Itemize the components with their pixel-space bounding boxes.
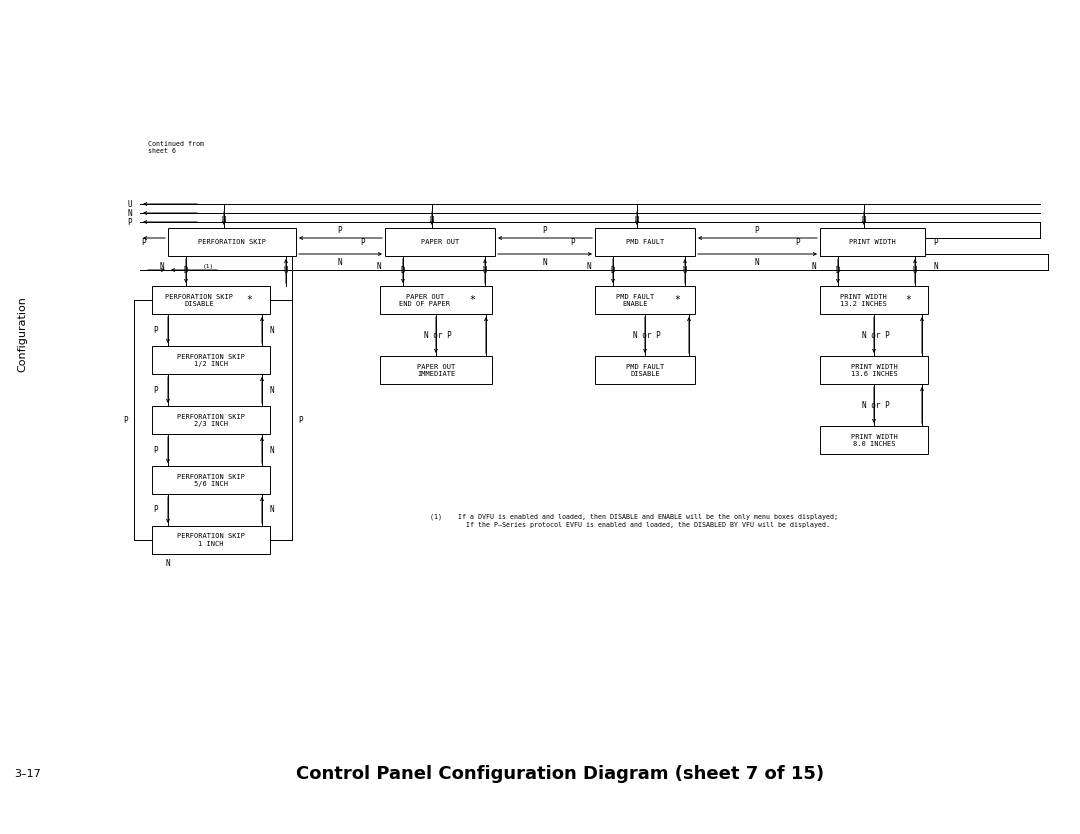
Text: P: P	[141, 238, 146, 247]
Text: P: P	[127, 218, 132, 227]
Text: PERFORATION SKIP
1/2 INCH: PERFORATION SKIP 1/2 INCH	[177, 354, 245, 366]
Text: PRINT WIDTH
8.0 INCHES: PRINT WIDTH 8.0 INCHES	[851, 434, 897, 446]
Text: N: N	[270, 325, 274, 334]
Text: D: D	[610, 265, 616, 274]
Text: PRINT WIDTH: PRINT WIDTH	[849, 239, 896, 245]
Text: N: N	[270, 445, 274, 455]
Text: P: P	[298, 415, 302, 425]
Text: P: P	[153, 445, 158, 455]
Text: PERFORATION SKIP
2/3 INCH: PERFORATION SKIP 2/3 INCH	[177, 414, 245, 426]
Bar	[820, 286, 928, 314]
Text: *: *	[469, 295, 475, 305]
Text: P: P	[338, 225, 342, 234]
Bar	[152, 346, 270, 374]
Text: PERFORATION SKIP
5/6 INCH: PERFORATION SKIP 5/6 INCH	[177, 474, 245, 486]
Text: N: N	[127, 208, 132, 218]
Text: N: N	[165, 560, 171, 569]
Text: U: U	[430, 215, 434, 224]
Text: *: *	[246, 295, 252, 305]
Bar	[152, 526, 270, 554]
Bar	[820, 228, 924, 256]
Text: D: D	[184, 265, 188, 274]
Text: U: U	[683, 265, 687, 274]
Text: N: N	[933, 262, 937, 270]
Text: U: U	[221, 215, 227, 224]
Text: U: U	[127, 199, 132, 208]
Text: P: P	[570, 238, 575, 247]
Bar	[380, 356, 492, 384]
Bar	[380, 286, 492, 314]
Text: PERFORATION SKIP
DISABLE: PERFORATION SKIP DISABLE	[165, 294, 233, 307]
Text: P: P	[153, 325, 158, 334]
Text: Configuration: Configuration	[17, 296, 27, 372]
Text: *: *	[674, 295, 680, 305]
Text: N: N	[377, 262, 381, 270]
Text: N or P: N or P	[862, 330, 890, 339]
Bar	[820, 426, 928, 454]
Text: N: N	[755, 258, 759, 267]
Bar	[168, 228, 296, 256]
Text: N: N	[160, 262, 164, 270]
Text: PRINT WIDTH
13.2 INCHES: PRINT WIDTH 13.2 INCHES	[840, 294, 887, 307]
Text: N: N	[542, 258, 548, 267]
Text: N: N	[270, 385, 274, 394]
Text: D: D	[836, 265, 840, 274]
Bar	[595, 356, 696, 384]
Bar	[820, 356, 928, 384]
Text: PRINT WIDTH
13.6 INCHES: PRINT WIDTH 13.6 INCHES	[851, 364, 897, 376]
Text: U: U	[635, 215, 639, 224]
Bar	[152, 466, 270, 494]
Text: Continued from
sheet 6: Continued from sheet 6	[148, 141, 204, 154]
Text: P: P	[795, 238, 800, 247]
Text: (1)    If a DVFU is enabled and loaded, then DISABLE and ENABLE will be the only: (1) If a DVFU is enabled and loaded, the…	[430, 514, 838, 527]
Text: P: P	[755, 225, 759, 234]
Text: N: N	[338, 258, 342, 267]
Text: N: N	[586, 262, 592, 270]
Text: PMD FAULT
DISABLE: PMD FAULT DISABLE	[626, 364, 664, 376]
Text: *: *	[906, 295, 912, 305]
Text: P: P	[123, 415, 129, 425]
Text: N or P: N or P	[862, 400, 890, 409]
Text: PAPER OUT: PAPER OUT	[421, 239, 459, 245]
Text: PERFORATION SKIP
1 INCH: PERFORATION SKIP 1 INCH	[177, 534, 245, 546]
Text: N: N	[812, 262, 816, 270]
Text: Control Panel Configuration Diagram (sheet 7 of 15): Control Panel Configuration Diagram (she…	[296, 765, 824, 783]
Text: P: P	[542, 225, 548, 234]
Bar	[595, 228, 696, 256]
Text: P: P	[153, 505, 158, 515]
Text: U: U	[862, 215, 866, 224]
Text: N or P: N or P	[633, 330, 661, 339]
Text: PAPER OUT
END OF PAPER: PAPER OUT END OF PAPER	[400, 294, 450, 307]
Text: P: P	[361, 238, 365, 247]
Text: N or P: N or P	[424, 330, 451, 339]
Text: N: N	[270, 505, 274, 515]
Text: PMD FAULT
ENABLE: PMD FAULT ENABLE	[616, 294, 654, 307]
Text: PMD FAULT: PMD FAULT	[626, 239, 664, 245]
Text: U: U	[913, 265, 917, 274]
Text: 3–17: 3–17	[15, 769, 41, 779]
Text: P: P	[153, 385, 158, 394]
Bar	[152, 406, 270, 434]
Text: D: D	[401, 265, 405, 274]
Text: P: P	[933, 238, 937, 247]
Bar	[152, 286, 270, 314]
Text: U: U	[284, 265, 288, 274]
Text: U: U	[483, 265, 487, 274]
Bar	[595, 286, 696, 314]
Bar	[384, 228, 495, 256]
Text: PAPER OUT
IMMEDIATE: PAPER OUT IMMEDIATE	[417, 364, 455, 376]
Text: (1): (1)	[202, 264, 214, 269]
Text: PERFORATION SKIP: PERFORATION SKIP	[198, 239, 266, 245]
